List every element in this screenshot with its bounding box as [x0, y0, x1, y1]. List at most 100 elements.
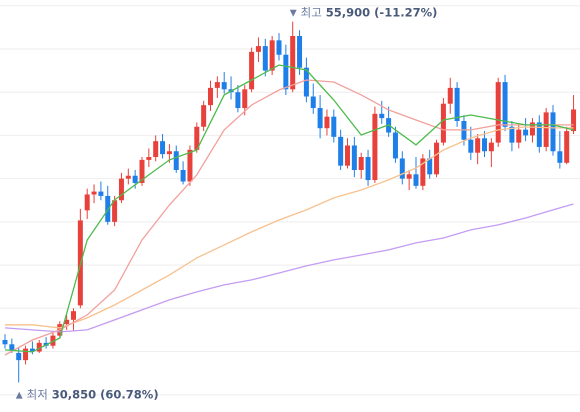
candle-body [372, 113, 378, 181]
candle [118, 172, 124, 204]
candle [173, 145, 179, 173]
candle [16, 347, 22, 383]
candle-body [139, 159, 145, 183]
annotation-marker: ▼ [290, 8, 297, 18]
candle-body [482, 138, 487, 152]
candle-body [201, 105, 207, 127]
candle [221, 72, 227, 94]
candle-body [365, 157, 371, 181]
candle-body [440, 103, 446, 143]
candle [482, 131, 487, 158]
candle-body [571, 109, 577, 132]
candle [23, 345, 29, 365]
candle [36, 339, 42, 353]
candle [71, 308, 76, 332]
candle-body [509, 126, 515, 143]
candle-body [2, 339, 8, 345]
candle-body [392, 132, 398, 159]
candle [310, 83, 316, 114]
candle [434, 139, 440, 178]
candle-body [276, 40, 282, 55]
moving-average-line [4, 203, 574, 333]
candle-body [331, 116, 337, 137]
candle [495, 77, 501, 147]
candle [351, 136, 357, 178]
candle [392, 126, 398, 163]
candle-body [71, 311, 76, 320]
candle [255, 37, 261, 62]
candle [297, 30, 303, 75]
candle-body [132, 175, 138, 183]
annotation-change: (-11.27%) [374, 5, 437, 19]
candle [331, 109, 337, 143]
annotation-change: (60.78%) [100, 387, 158, 401]
candle-body [317, 108, 323, 129]
candle-body [351, 145, 357, 170]
candle-body [221, 82, 227, 90]
candle-body [543, 112, 549, 147]
candle [160, 133, 166, 159]
candle [290, 21, 296, 93]
candle [372, 106, 378, 183]
candle-body [454, 87, 460, 122]
candle [557, 131, 563, 169]
candle [317, 95, 323, 139]
candle [262, 38, 268, 77]
candle-body [84, 194, 90, 211]
moving-average-line [5, 126, 574, 329]
candle [536, 115, 542, 153]
candle-body [488, 142, 494, 152]
candle-body [303, 67, 309, 97]
candle-body [475, 138, 481, 153]
candle-body [180, 169, 186, 182]
candle-body [9, 344, 15, 351]
candle [125, 168, 131, 185]
candle-body [208, 87, 213, 106]
candle-body [413, 174, 419, 186]
candle [502, 74, 508, 132]
candle-body [516, 129, 522, 143]
candle-body [406, 174, 412, 179]
candle [488, 138, 494, 168]
candle-body [50, 335, 56, 346]
candle [523, 118, 529, 142]
candle [379, 100, 385, 124]
candle [365, 149, 371, 186]
candle [249, 47, 255, 93]
candle [427, 149, 433, 179]
candle [146, 148, 152, 168]
candle [242, 84, 248, 116]
candle [139, 157, 145, 186]
candle [509, 121, 515, 152]
candle-body [502, 82, 508, 127]
candle-body [160, 141, 166, 155]
candle-body [166, 151, 172, 155]
candle-body [29, 348, 35, 352]
candle-body [242, 89, 248, 109]
candle-body [16, 352, 22, 361]
candle [447, 77, 453, 114]
candle [406, 169, 412, 191]
extreme-annotation: ▼ 최고 55,900 (-11.27%) [290, 5, 438, 19]
annotation-marker: ▲ [16, 390, 23, 400]
candle-body [420, 158, 426, 186]
candle [338, 129, 344, 170]
candle [208, 80, 213, 111]
candle [153, 135, 159, 162]
candle-body [427, 158, 433, 175]
moving-average-line [4, 79, 574, 356]
candle-body [447, 87, 453, 104]
annotation-value: 30,850 [52, 387, 96, 401]
candle-body [358, 157, 364, 170]
candle-body [187, 149, 193, 182]
candle-body [564, 131, 570, 163]
candle-body [283, 54, 289, 90]
candle-body [269, 40, 275, 71]
annotation-label: 최저 [27, 387, 48, 401]
candle-body [290, 36, 296, 90]
candle-body [146, 157, 152, 160]
candle-body [310, 96, 316, 109]
candle [228, 76, 234, 100]
candle [454, 82, 460, 127]
